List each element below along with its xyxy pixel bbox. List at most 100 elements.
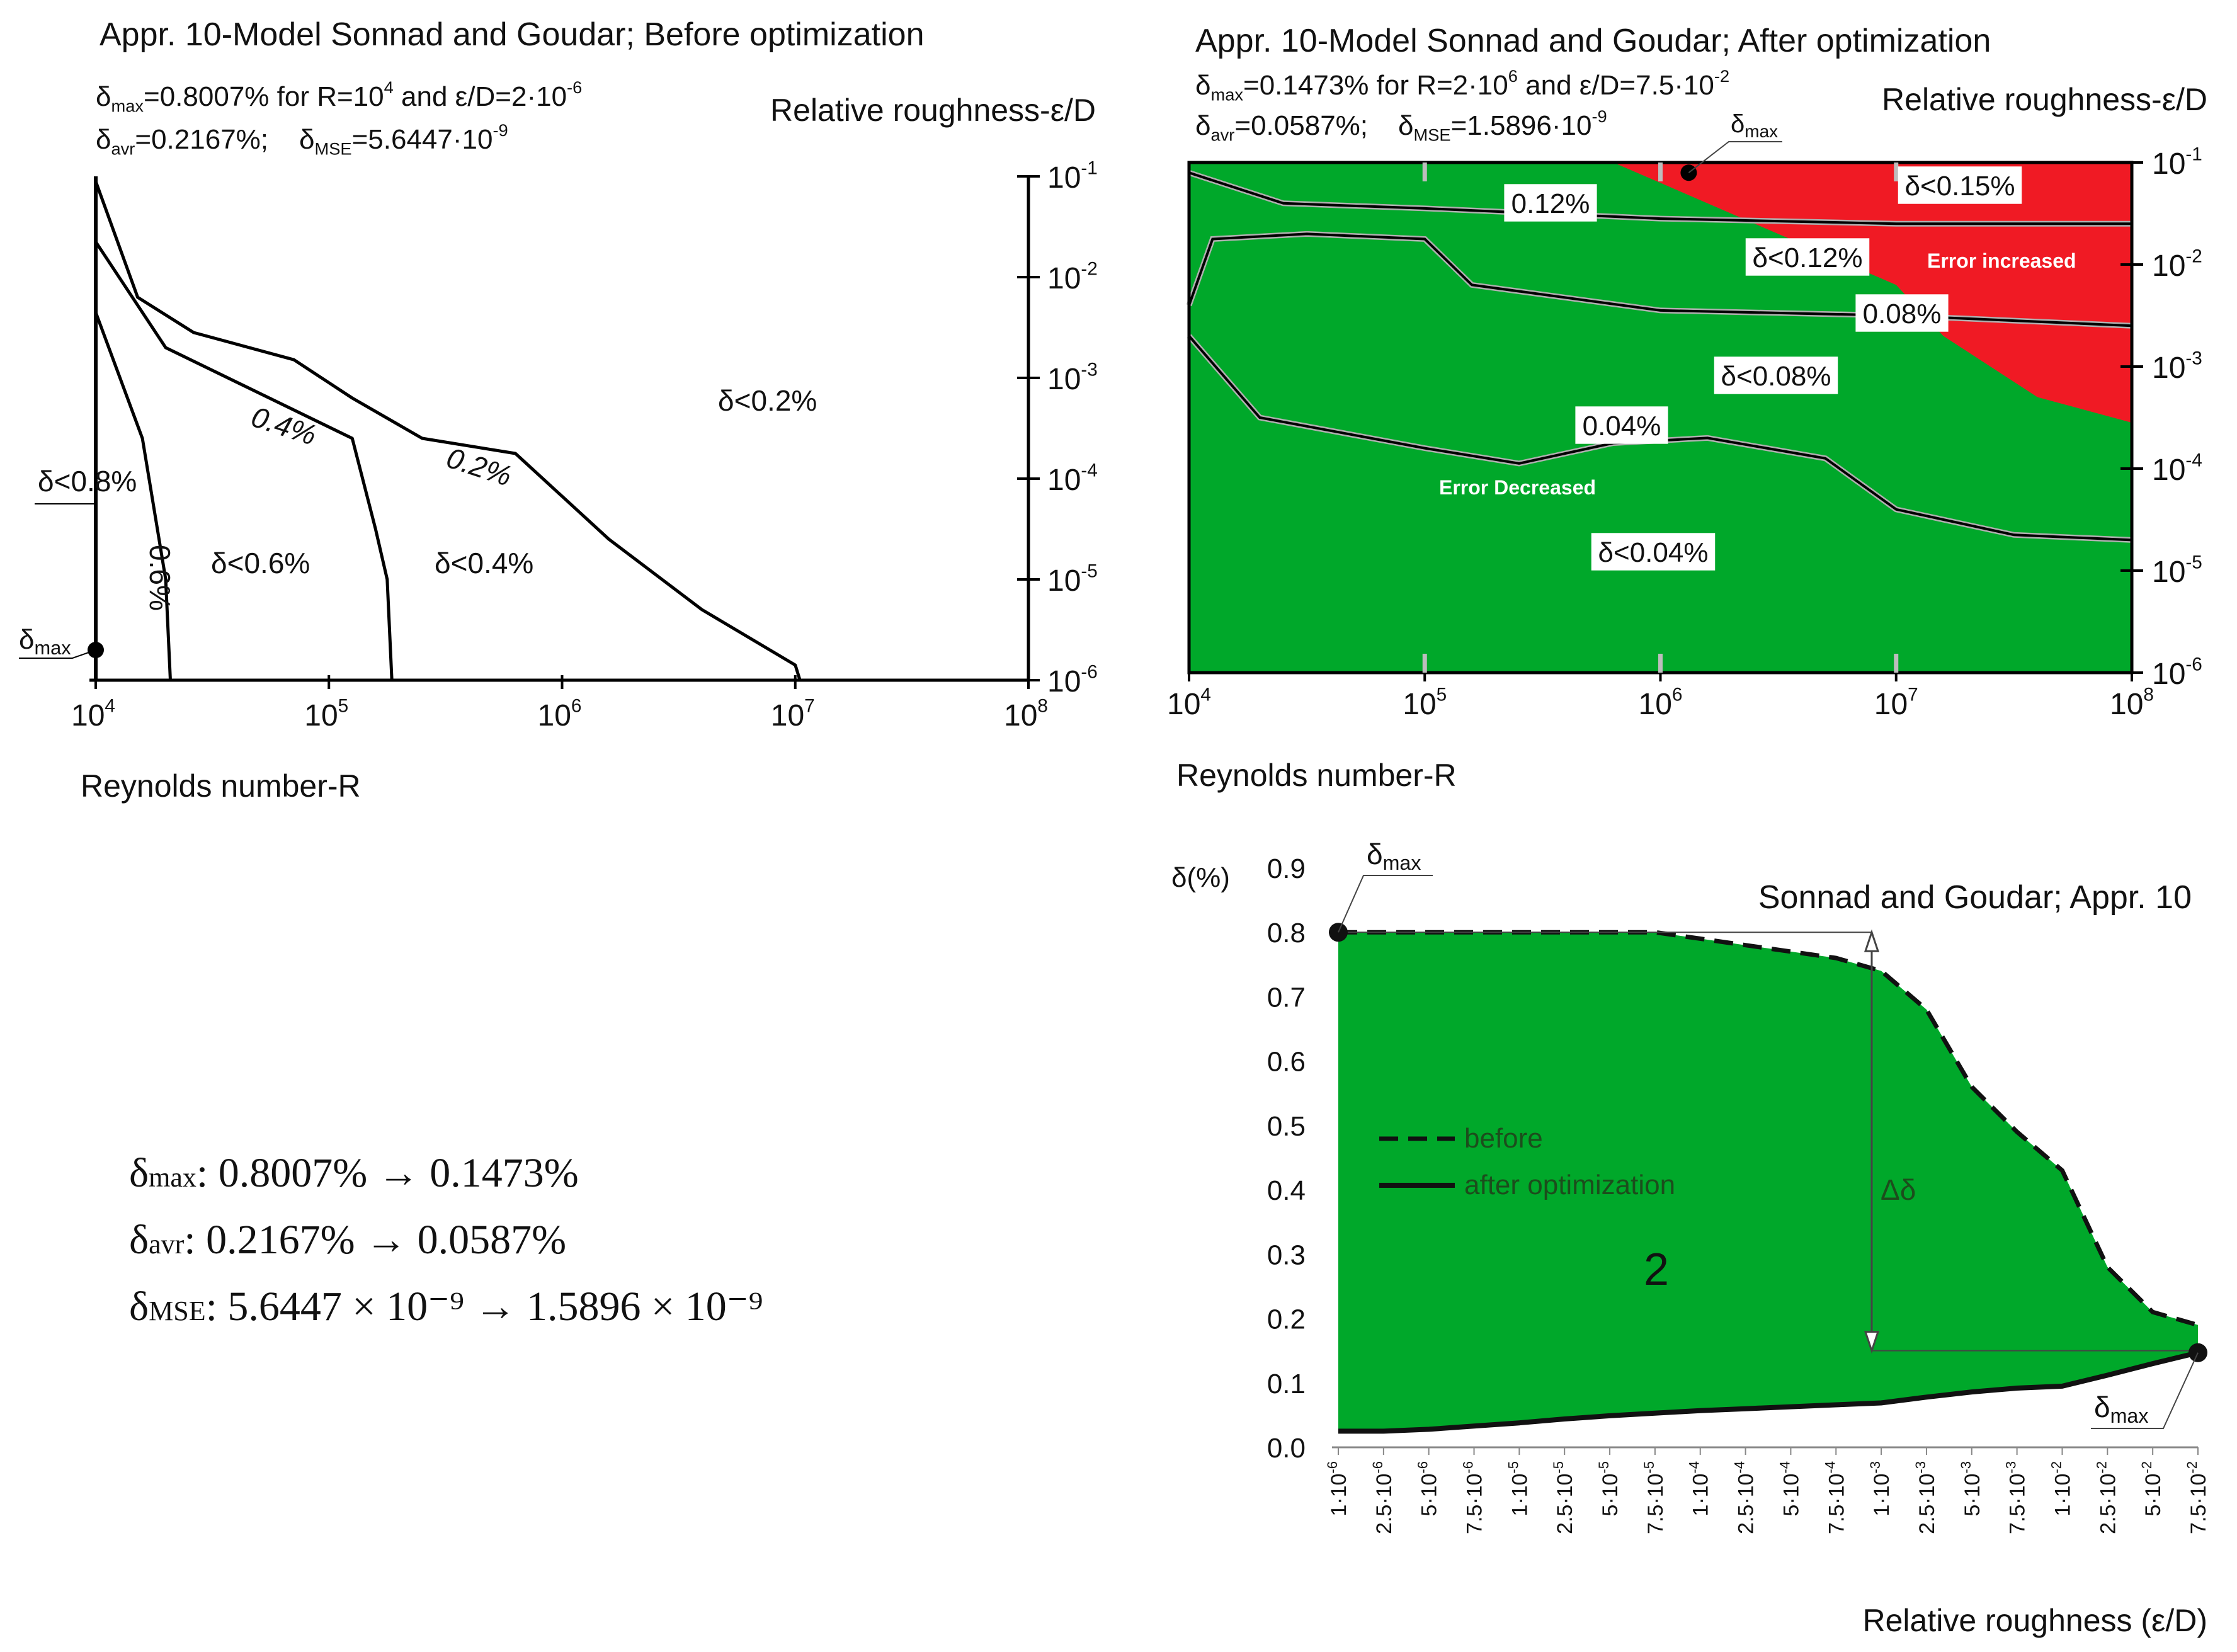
after-chart: Appr. 10-Model Sonnad and Goudar; After … xyxy=(1167,23,2207,793)
before-delta-max-label: δmax xyxy=(19,624,71,659)
after-ylabel: Relative roughness-ε/D xyxy=(1882,82,2207,117)
after-y-tick-label: 10-5 xyxy=(2152,552,2202,589)
before-y-tick-label: 10-2 xyxy=(1047,258,1098,295)
before-y-tick-label: 10-3 xyxy=(1047,359,1098,396)
before-contour-label: 0.6% xyxy=(144,545,176,611)
after-delta-max-leader xyxy=(1688,141,1782,173)
compare-y-tick-label: 0.5 xyxy=(1267,1111,1306,1142)
after-x-tick-label: 106 xyxy=(1639,684,1683,721)
compare-x-tick-label: 2.5·10-6 xyxy=(1370,1461,1396,1534)
compare-x-tick-label: 1·10-6 xyxy=(1324,1461,1351,1517)
compare-x-tick-label: 7.5·10-6 xyxy=(1460,1461,1487,1534)
after-x-tick-label: 105 xyxy=(1403,684,1447,721)
before-x-tick-label: 107 xyxy=(771,695,815,732)
compare-chart: 0.0 0.1 0.2 0.3 0.4 0.5 0.6 0.7 0.8 0.9 δ(%) 1·10-6… xyxy=(1171,838,2211,1638)
compare-x-tick-label: 2.5·10-4 xyxy=(1732,1461,1758,1534)
after-y-tick-label: 10-6 xyxy=(2152,654,2202,691)
after-contour-label-box xyxy=(1575,406,1668,444)
after-x-tick-label: 107 xyxy=(1874,684,1918,721)
compare-title: Sonnad and Goudar; Appr. 10 xyxy=(1758,879,2192,916)
summary-mse-sub: MSE xyxy=(149,1296,206,1326)
summary-avr-symbol: δ xyxy=(129,1217,149,1263)
after-region-label-box xyxy=(1714,356,1838,394)
before-contour-line xyxy=(94,181,802,681)
after-region-label-box xyxy=(1745,238,1870,276)
compare-delta-arrowhead-bottom xyxy=(1864,1331,1880,1354)
before-delta-max-leader xyxy=(19,649,96,659)
compare-x-tick-label: 7.5·10-2 xyxy=(2184,1461,2211,1534)
compare-x-tick-label: 2.5·10-3 xyxy=(1913,1461,1939,1534)
after-region-label: δ<0.08% xyxy=(1721,361,1831,392)
summary-max-text: : 0.8007% → 0.1473% xyxy=(196,1150,579,1196)
summary-max-symbol: δ xyxy=(129,1150,149,1196)
before-x-tick-label: 104 xyxy=(71,695,115,732)
summary-avr-text: : 0.2167% → 0.0587% xyxy=(184,1217,567,1263)
after-region-name: Error increased xyxy=(1927,249,2076,272)
compare-x-tick-label: 7.5·10-3 xyxy=(2003,1461,2030,1534)
compare-fill-label: 2 xyxy=(1644,1245,1669,1295)
after-contour-label: 0.12% xyxy=(1511,188,1590,219)
summary-avr-line: δavr: 0.2167% → 0.0587% xyxy=(129,1207,948,1273)
after-y-tick-label: 10-4 xyxy=(2152,450,2202,487)
summary-max-line: δmax: 0.8007% → 0.1473% xyxy=(129,1140,948,1207)
compare-series-after xyxy=(1338,1350,2199,1434)
before-title: Appr. 10-Model Sonnad and Goudar; Before… xyxy=(100,16,925,53)
after-x-tick-label: 104 xyxy=(1167,684,1211,721)
after-region-label-box xyxy=(1898,166,2022,204)
compare-x-tick-label: 2.5·10-2 xyxy=(2093,1461,2120,1534)
compare-x-tick-label: 5·10-6 xyxy=(1415,1461,1442,1517)
after-xlabel: Reynolds number-R xyxy=(1176,758,1457,793)
before-region-label: δ<0.8% xyxy=(38,465,137,498)
before-contour-line xyxy=(94,312,172,681)
compare-x-tick-label: 1·10-4 xyxy=(1687,1461,1713,1517)
before-y-tick-label: 10-5 xyxy=(1047,561,1098,598)
compare-y-tick-label: 0.4 xyxy=(1267,1175,1306,1206)
compare-x-tick-label: 1·10-2 xyxy=(2048,1461,2075,1517)
before-x-tick-label: 108 xyxy=(1004,695,1048,732)
compare-x-tick-label: 5·10-3 xyxy=(1958,1461,1984,1517)
after-y-tick-label: 10-1 xyxy=(2152,144,2202,181)
before-stat-avr: δavr=0.2167%; xyxy=(96,124,268,159)
before-chart: Appr. 10-Model Sonnad and Goudar; Before… xyxy=(19,16,1098,804)
compare-delta-max-label: δmax xyxy=(1367,838,1421,874)
after-region-name: Error Decreased xyxy=(1439,476,1596,499)
compare-x-tick-label: 7.5·10-4 xyxy=(1822,1461,1848,1534)
before-panel-background xyxy=(0,0,1096,825)
after-title: Appr. 10-Model Sonnad and Goudar; After … xyxy=(1195,23,1991,59)
after-contour-label: 0.08% xyxy=(1863,299,1942,329)
compare-x-tick-label: 5·10-2 xyxy=(2139,1461,2165,1517)
before-x-tick-label: 105 xyxy=(304,695,348,732)
after-red-region xyxy=(1613,162,2132,423)
before-y-tick-label: 10-4 xyxy=(1047,460,1098,497)
before-y-tick-label: 10-6 xyxy=(1047,661,1098,698)
before-x-tick-label: 106 xyxy=(538,695,582,732)
compare-xlabel: Relative roughness (ε/D) xyxy=(1862,1603,2207,1638)
summary-mse-line: δMSE: 5.6447 × 10⁻⁹ → 1.5896 × 10⁻⁹ xyxy=(129,1273,948,1340)
after-y-tick-label: 10-3 xyxy=(2152,348,2202,385)
before-region-label: δ<0.4% xyxy=(435,547,533,579)
compare-x-tick-label: 5·10-4 xyxy=(1777,1461,1803,1517)
compare-legend-after-label: after optimization xyxy=(1464,1170,1675,1200)
before-stat-max: δmax=0.8007% for R=104 and ε/D=2·10-6 xyxy=(96,77,582,115)
after-contour-label-box xyxy=(1504,184,1597,222)
summary-block: δmax: 0.8007% → 0.1473% δavr: 0.2167% → … xyxy=(129,1140,948,1340)
compare-fill-area xyxy=(1338,932,2198,1432)
compare-y-tick-label: 0.9 xyxy=(1267,853,1306,884)
compare-x-tick-label: 7.5·10-5 xyxy=(1641,1461,1668,1534)
after-region-label: δ<0.04% xyxy=(1598,537,1709,568)
compare-x-tick-label: 1·10-5 xyxy=(1505,1461,1532,1517)
compare-delta-label: Δδ xyxy=(1881,1173,1916,1206)
before-leader-line xyxy=(35,503,95,510)
compare-x-tick-label: 2.5·10-5 xyxy=(1551,1461,1577,1534)
compare-y-tick-label: 0.3 xyxy=(1267,1239,1306,1270)
summary-mse-text: : 5.6447 × 10⁻⁹ → 1.5896 × 10⁻⁹ xyxy=(205,1284,763,1330)
compare-ylabel: δ(%) xyxy=(1171,862,1230,893)
compare-y-tick-label: 0.8 xyxy=(1267,918,1306,948)
compare-delta-max-label: δmax xyxy=(2094,1391,2148,1427)
after-delta-max-label: δmax xyxy=(1731,110,1778,141)
after-y-tick-label: 10-2 xyxy=(2152,246,2202,283)
compare-y-tick-label: 0.2 xyxy=(1267,1304,1306,1335)
before-ylabel: Relative roughness-ε/D xyxy=(770,93,1096,128)
compare-y-tick-label: 0.6 xyxy=(1267,1047,1306,1078)
